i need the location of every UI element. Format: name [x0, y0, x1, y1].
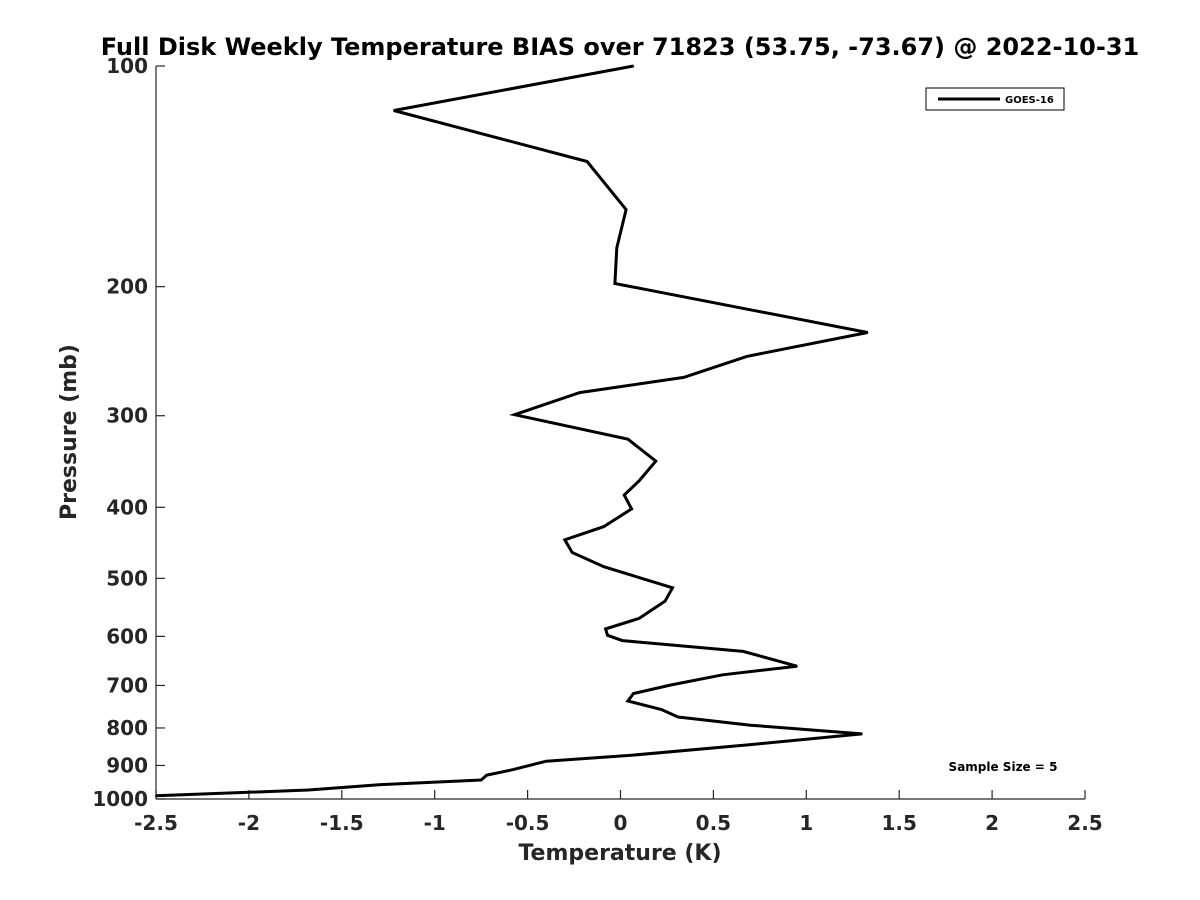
x-tick-label: 2	[985, 811, 999, 835]
data-point	[393, 109, 395, 112]
data-point	[682, 376, 685, 379]
data-point	[604, 628, 607, 630]
y-ticks: 100 200 300 400 500 600 700 800 900 1000	[92, 54, 165, 811]
x-tick-label: -2	[238, 811, 260, 835]
data-point	[615, 246, 618, 249]
series-line-goes-16	[155, 64, 868, 798]
data-point	[563, 539, 566, 541]
y-axis-label: Pressure (mb)	[57, 344, 82, 520]
data-point	[638, 617, 640, 620]
y-tick-label: 900	[106, 753, 148, 777]
data-point	[861, 733, 863, 735]
x-tick-label: 2.5	[1067, 811, 1102, 835]
y-tick-label: 300	[106, 404, 148, 428]
data-point	[742, 650, 744, 653]
data-point	[749, 743, 752, 746]
data-point	[378, 783, 380, 786]
x-tick-label: 1.5	[881, 811, 916, 835]
data-point	[669, 684, 672, 686]
data-point	[614, 282, 616, 285]
sample-size-annotation: Sample Size = 5	[949, 760, 1058, 774]
y-tick-label: 800	[106, 716, 148, 740]
data-point	[485, 774, 488, 777]
data-point	[571, 551, 573, 554]
y-tick-label: 600	[106, 624, 148, 648]
x-tick-label: -1	[424, 811, 446, 835]
x-tick-label: -2.5	[134, 811, 178, 835]
data-point	[630, 508, 633, 510]
legend-label-goes-16: GOES-16	[1005, 95, 1054, 106]
x-tick-label: 1	[799, 811, 813, 835]
data-point	[155, 795, 157, 797]
x-ticks: -2.5 -2 -1.5 -1 -0.5 0 0.5 1 1.5 2 2.5	[134, 790, 1103, 835]
x-tick-label: 0	[614, 811, 628, 835]
x-tick-label: -0.5	[506, 811, 550, 835]
data-point	[545, 760, 547, 762]
legend: GOES-16	[925, 87, 1065, 111]
chart-title: Full Disk Weekly Temperature BIAS over 7…	[101, 33, 1140, 61]
data-point	[602, 565, 605, 568]
data-point	[796, 665, 798, 668]
data-point	[480, 779, 482, 781]
data-point	[746, 355, 748, 358]
x-tick-label: 0.5	[696, 811, 731, 835]
y-tick-label: 700	[106, 673, 148, 697]
data-point	[586, 160, 588, 163]
data-point	[628, 754, 631, 757]
data-point	[307, 789, 310, 791]
y-tick-label: 200	[106, 275, 148, 299]
data-point	[638, 479, 640, 482]
data-point	[632, 65, 635, 67]
data-point	[511, 768, 514, 771]
data-point	[513, 413, 516, 416]
data-point	[602, 525, 605, 528]
data-point	[664, 600, 666, 602]
data-point	[578, 391, 581, 394]
data-point	[606, 634, 609, 637]
y-tick-label: 1000	[92, 787, 148, 811]
data-point	[655, 460, 657, 462]
x-axis-label: Temperature (K)	[518, 841, 721, 866]
data-point	[660, 708, 663, 711]
data-point	[677, 716, 679, 718]
x-tick-label: -1.5	[320, 811, 364, 835]
y-tick-label: 500	[106, 566, 148, 590]
data-point	[632, 692, 635, 695]
data-point	[671, 586, 674, 589]
y-tick-label: 400	[106, 495, 148, 519]
data-point	[627, 438, 629, 441]
data-point	[623, 494, 626, 496]
data-point	[621, 639, 624, 642]
plot-frame	[155, 66, 1085, 800]
data-point	[721, 674, 724, 676]
data-point	[625, 208, 627, 211]
data-point	[866, 331, 869, 334]
series-layer	[155, 64, 869, 798]
data-point	[627, 700, 629, 702]
data-point	[749, 724, 752, 726]
y-tick-label: 100	[106, 54, 148, 78]
